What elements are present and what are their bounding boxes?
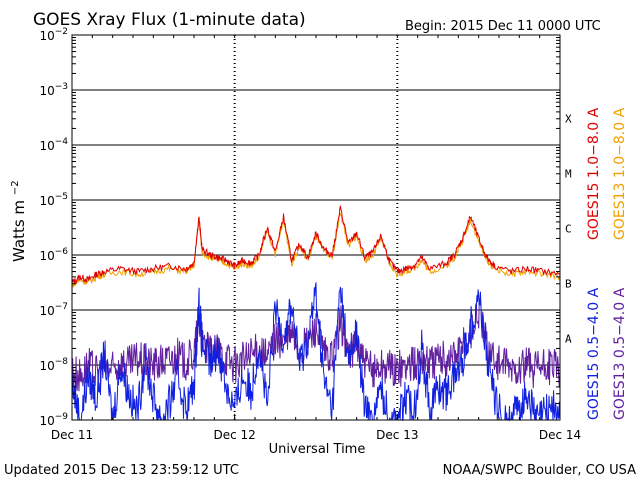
x-axis-label: Universal Time [269,442,366,457]
svg-text:Watts m −2: Watts m −2 [10,180,28,262]
y-tick-label: 10−5 [39,192,68,208]
x-tick-label: Dec 14 [539,428,581,442]
series-line-goes13-1-0-8-0-a [71,212,561,288]
series-layer [71,205,561,422]
y-tick-label: 10−8 [39,357,68,373]
legend: GOES15 1.0−8.0 A GOES13 1.0−8.0 A GOES15 0… [586,107,628,420]
series-line-goes15-1-0-8-0-a [71,205,561,285]
x-tick-label: Dec 13 [376,428,418,442]
y-tick-label: 10−6 [39,247,68,263]
flare-class-label: M [565,168,572,181]
series-line-goes13-0-5-4-0-a [71,298,561,392]
chart-title: GOES Xray Flux (1-minute data) [33,10,306,30]
y-axis-label-base: Watts m [10,200,28,262]
y-tick-label: 10−2 [39,27,68,43]
begin-date: Begin: 2015 Dec 11 0000 UTC [405,19,601,34]
updated-timestamp: Updated 2015 Dec 13 23:59:12 UTC [4,463,239,478]
y-tick-label: 10−3 [39,82,68,98]
y-tick-label: 10−9 [39,412,68,428]
flare-class-label: X [565,113,572,126]
y-axis-label: Watts m −2 [10,180,28,262]
legend-entry: GOES15 0.5−4.0 A [586,287,602,420]
series-line-goes15-0-5-4-0-a [71,282,561,422]
y-axis-label-exp: −2 [10,180,21,195]
legend-entry: GOES13 0.5−4.0 A [612,287,628,420]
y-tick-label: 10−7 [39,302,68,318]
legend-entry: GOES15 1.0−8.0 A [586,107,602,240]
x-tick-label: Dec 12 [214,428,256,442]
grid-lines [72,35,560,420]
flare-class-label: C [565,223,572,236]
flare-class-label: A [565,333,572,346]
x-tick-label: Dec 11 [51,428,93,442]
credit-line: NOAA/SWPC Boulder, CO USA [443,463,636,478]
legend-entry: GOES13 1.0−8.0 A [612,107,628,240]
y-tick-label: 10−4 [39,137,68,153]
flare-class-label: B [565,278,572,291]
